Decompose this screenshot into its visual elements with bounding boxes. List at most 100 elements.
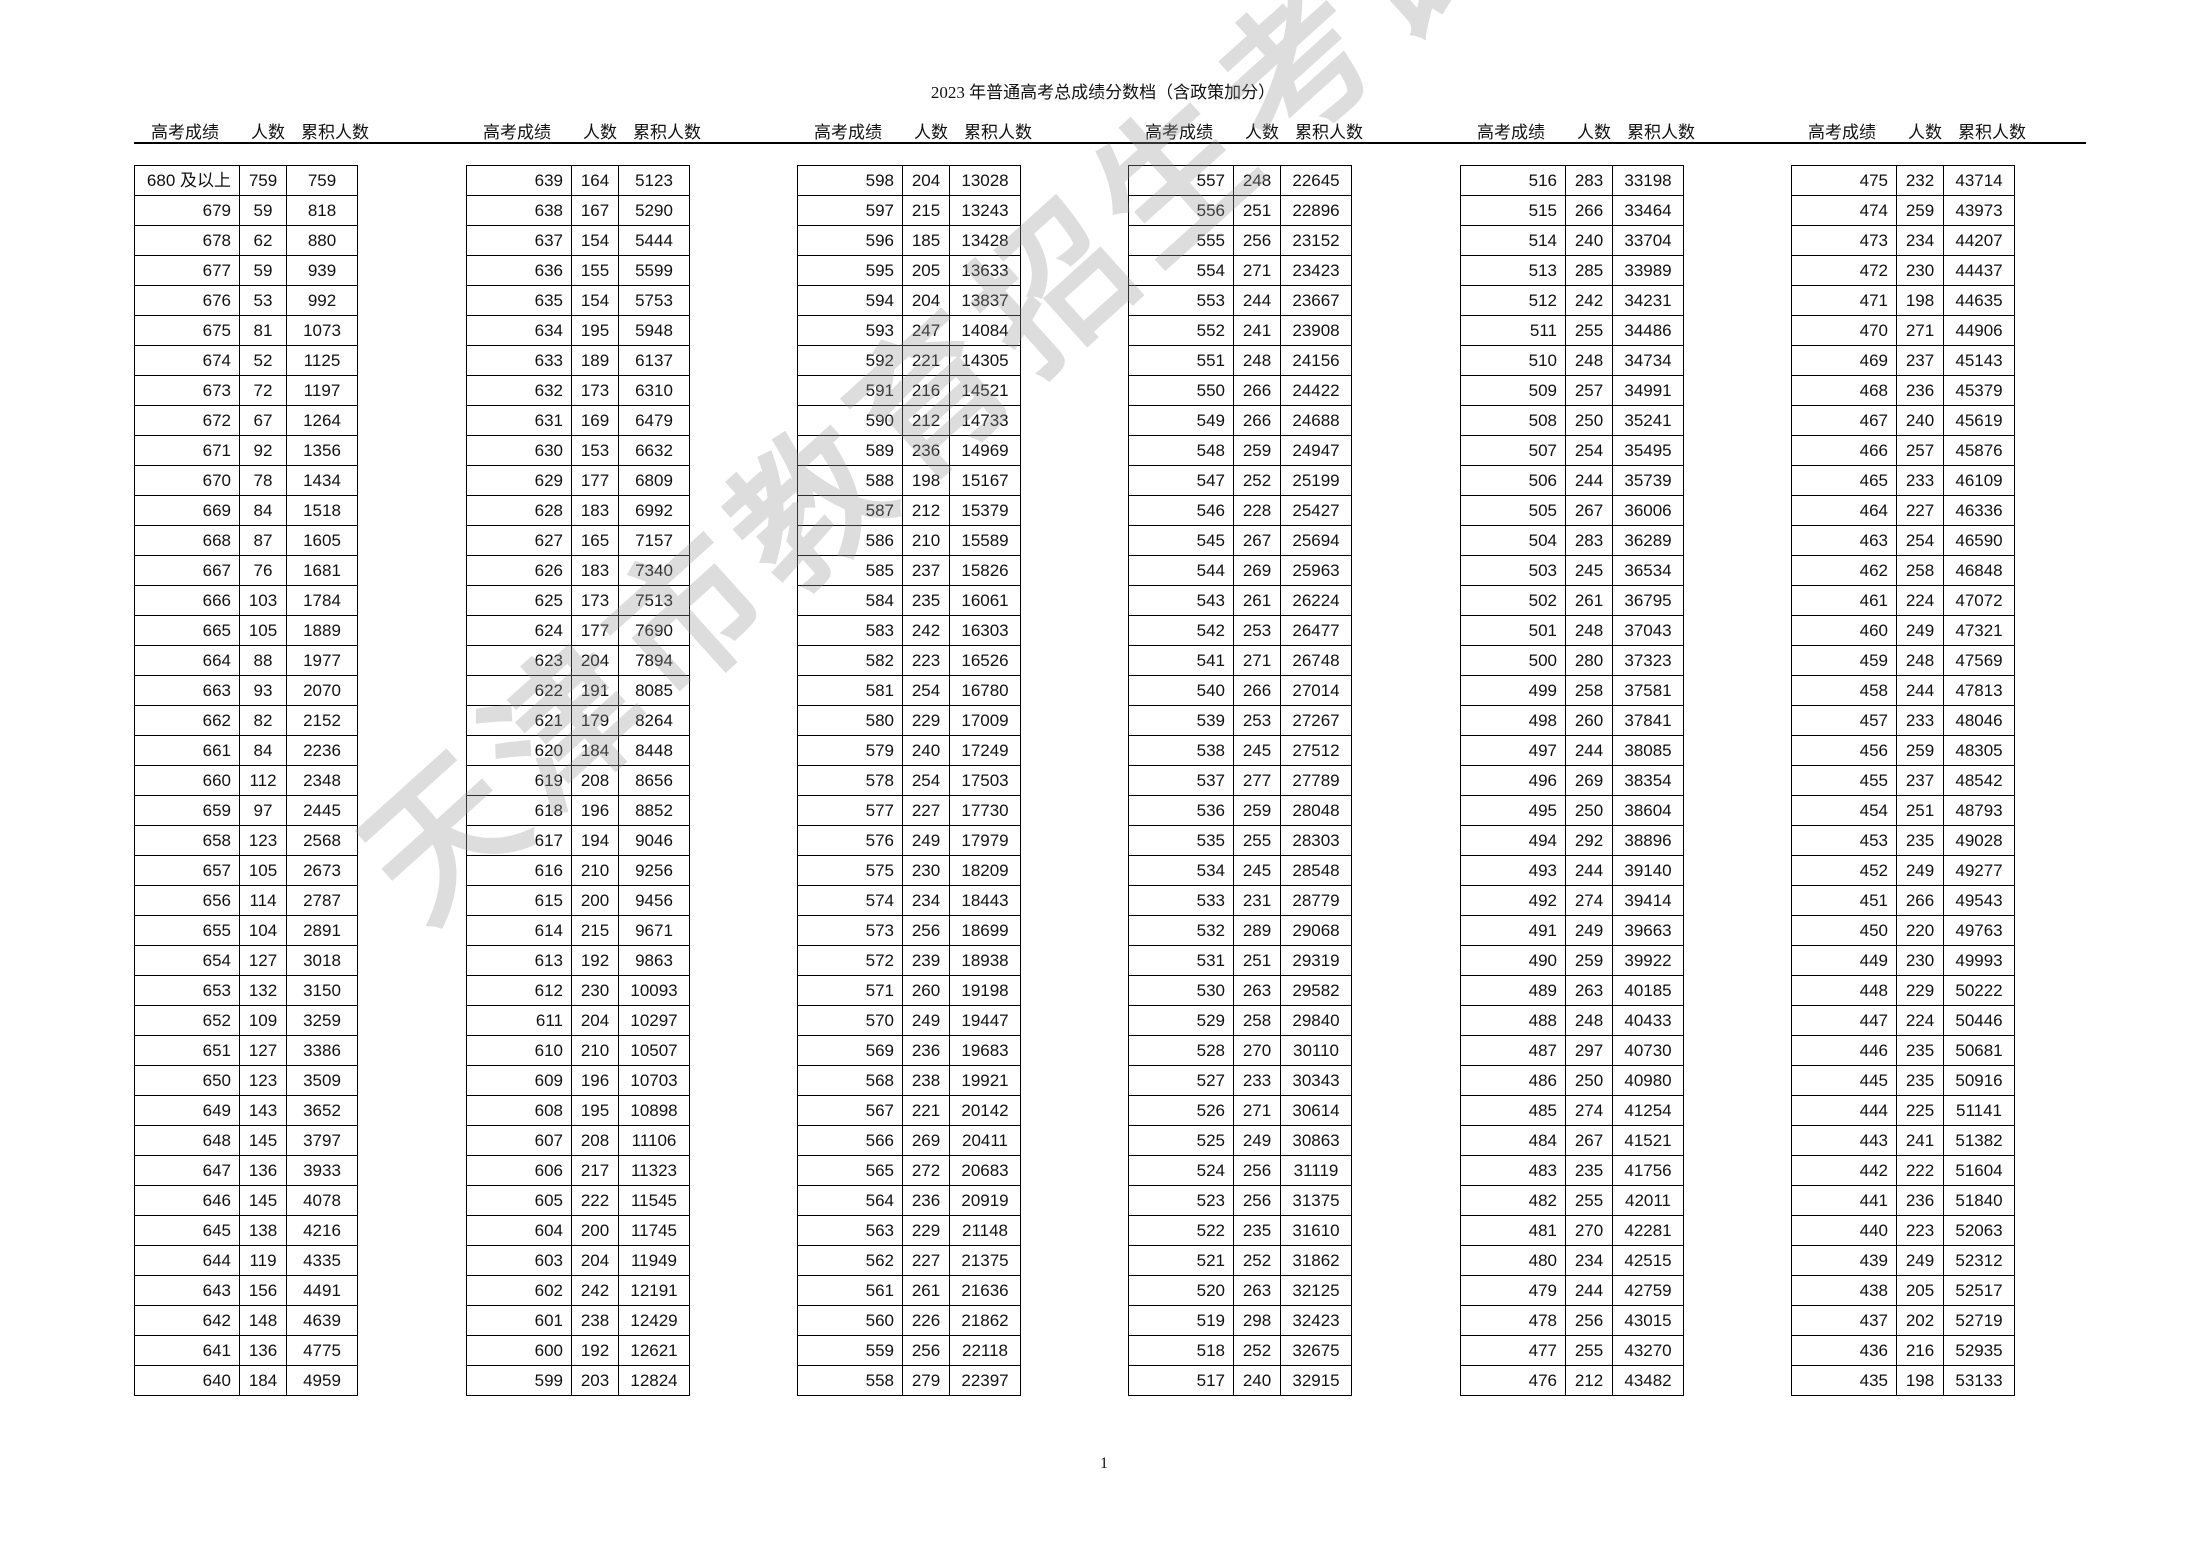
count-cell: 252: [1233, 1245, 1281, 1276]
cumulative-cell: 26748: [1280, 645, 1352, 676]
count-cell: 76: [239, 555, 287, 586]
count-cell: 257: [1565, 375, 1613, 406]
score-cell: 440: [1791, 1215, 1897, 1246]
score-cell: 580: [797, 705, 903, 736]
count-cell: 254: [902, 675, 950, 706]
score-cell: 480: [1460, 1245, 1566, 1276]
count-cell: 203: [571, 1365, 619, 1396]
count-cell: 123: [239, 825, 287, 856]
table-row: 597 215 13243: [797, 195, 1021, 226]
count-cell: 93: [239, 675, 287, 706]
header-cumulative: 累积人数: [633, 123, 701, 142]
count-cell: 256: [1233, 1185, 1281, 1216]
cumulative-cell: 8656: [618, 765, 690, 796]
count-cell: 216: [1896, 1335, 1944, 1366]
score-cell: 604: [466, 1215, 572, 1246]
score-cell: 557: [1128, 165, 1234, 196]
score-cell: 676: [134, 285, 240, 316]
score-cell: 492: [1460, 885, 1566, 916]
count-cell: 235: [1565, 1155, 1613, 1186]
count-cell: 215: [571, 915, 619, 946]
score-cell: 456: [1791, 735, 1897, 766]
cumulative-cell: 24422: [1280, 375, 1352, 406]
table-row: 500 280 37323: [1460, 645, 1684, 676]
score-cell: 631: [466, 405, 572, 436]
score-cell: 636: [466, 255, 572, 286]
score-cell: 503: [1460, 555, 1566, 586]
cumulative-cell: 47569: [1943, 645, 2015, 676]
count-cell: 114: [239, 885, 287, 916]
table-row: 652 109 3259: [134, 1005, 358, 1036]
score-cell: 521: [1128, 1245, 1234, 1276]
table-row: 633 189 6137: [466, 345, 690, 376]
table-row: 641 136 4775: [134, 1335, 358, 1366]
score-cell: 579: [797, 735, 903, 766]
count-cell: 227: [1896, 495, 1944, 526]
score-cell: 460: [1791, 615, 1897, 646]
count-cell: 232: [1896, 165, 1944, 196]
table-row: 513 285 33989: [1460, 255, 1684, 286]
table-row: 506 244 35739: [1460, 465, 1684, 496]
count-cell: 145: [239, 1125, 287, 1156]
score-cell: 576: [797, 825, 903, 856]
score-cell: 669: [134, 495, 240, 526]
score-cell: 589: [797, 435, 903, 466]
score-cell: 534: [1128, 855, 1234, 886]
cumulative-cell: 41254: [1612, 1095, 1684, 1126]
table-row: 673 72 1197: [134, 375, 358, 406]
table-row: 518 252 32675: [1128, 1335, 1352, 1366]
score-cell: 608: [466, 1095, 572, 1126]
table-row: 560 226 21862: [797, 1305, 1021, 1336]
table-row: 621 179 8264: [466, 705, 690, 736]
table-row: 598 204 13028: [797, 165, 1021, 196]
table-row: 529 258 29840: [1128, 1005, 1352, 1036]
cumulative-cell: 42011: [1612, 1185, 1684, 1216]
header-cumulative: 累积人数: [1295, 123, 1363, 142]
table-row: 492 274 39414: [1460, 885, 1684, 916]
count-cell: 165: [571, 525, 619, 556]
count-cell: 270: [1233, 1035, 1281, 1066]
score-cell: 671: [134, 435, 240, 466]
table-row: 520 263 32125: [1128, 1275, 1352, 1306]
cumulative-cell: 32675: [1280, 1335, 1352, 1366]
cumulative-cell: 26224: [1280, 585, 1352, 616]
count-cell: 229: [1896, 975, 1944, 1006]
table-row: 659 97 2445: [134, 795, 358, 826]
cumulative-cell: 14521: [949, 375, 1021, 406]
count-cell: 247: [902, 315, 950, 346]
count-cell: 245: [1565, 555, 1613, 586]
count-cell: 248: [1565, 345, 1613, 376]
table-row: 595 205 13633: [797, 255, 1021, 286]
count-cell: 252: [1233, 465, 1281, 496]
table-row: 444 225 51141: [1791, 1095, 2015, 1126]
score-cell: 679: [134, 195, 240, 226]
table-row: 543 261 26224: [1128, 585, 1352, 616]
table-row: 631 169 6479: [466, 405, 690, 436]
count-cell: 241: [1233, 315, 1281, 346]
cumulative-cell: 7894: [618, 645, 690, 676]
score-cell: 473: [1791, 225, 1897, 256]
score-cell: 530: [1128, 975, 1234, 1006]
table-row: 528 270 30110: [1128, 1035, 1352, 1066]
table-row: 587 212 15379: [797, 495, 1021, 526]
count-cell: 242: [1565, 285, 1613, 316]
count-cell: 258: [1233, 1005, 1281, 1036]
cumulative-cell: 3652: [286, 1095, 358, 1126]
score-cell: 654: [134, 945, 240, 976]
table-row: 481 270 42281: [1460, 1215, 1684, 1246]
cumulative-cell: 35495: [1612, 435, 1684, 466]
cumulative-cell: 7157: [618, 525, 690, 556]
table-row: 618 196 8852: [466, 795, 690, 826]
cumulative-cell: 49028: [1943, 825, 2015, 856]
score-cell: 515: [1460, 195, 1566, 226]
header-score: 高考成绩: [1808, 123, 1876, 142]
cumulative-cell: 34734: [1612, 345, 1684, 376]
cumulative-cell: 49543: [1943, 885, 2015, 916]
table-row: 649 143 3652: [134, 1095, 358, 1126]
table-row: 680 及以上 759 759: [134, 165, 358, 196]
count-cell: 237: [1896, 765, 1944, 796]
table-row: 435 198 53133: [1791, 1365, 2015, 1396]
column-header-group: 高考成绩 人数 累积人数: [1145, 118, 1445, 142]
score-cell: 446: [1791, 1035, 1897, 1066]
cumulative-cell: 39922: [1612, 945, 1684, 976]
